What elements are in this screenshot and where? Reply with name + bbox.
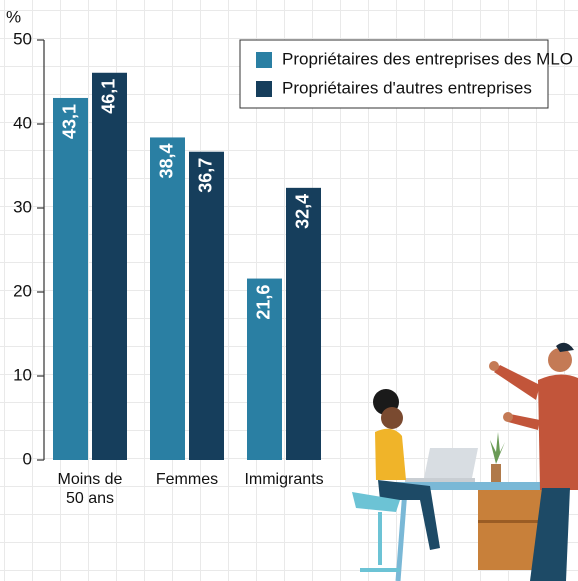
bar <box>189 152 224 460</box>
value-label: 21,6 <box>253 285 273 320</box>
value-label: 36,7 <box>195 158 215 193</box>
bar <box>92 73 127 460</box>
y-tick-label: 0 <box>23 449 32 468</box>
illustration <box>352 343 578 581</box>
y-tick-label: 50 <box>13 29 32 48</box>
legend-swatch <box>256 81 272 97</box>
value-label: 32,4 <box>292 194 312 229</box>
legend-swatch <box>256 52 272 68</box>
y-tick-label: 10 <box>13 365 32 384</box>
legend-label: Propriétaires d'autres entreprises <box>282 78 532 97</box>
value-label: 38,4 <box>156 143 176 178</box>
y-axis-label: % <box>6 7 21 26</box>
bar <box>53 98 88 460</box>
y-tick-label: 40 <box>13 113 32 132</box>
x-tick-label: Moins de 50 ans <box>54 470 126 508</box>
page: % 0 10 20 30 40 50 43,1 46,1 38,4 36,7 21,6 32,4 Pro… <box>0 0 578 581</box>
x-tick-label: Femmes <box>142 470 232 489</box>
y-tick-label: 20 <box>13 281 32 300</box>
y-tick-label: 30 <box>13 197 32 216</box>
value-label: 46,1 <box>98 79 118 114</box>
value-label: 43,1 <box>59 104 79 139</box>
x-tick-label: Immigrants <box>239 470 329 489</box>
bar <box>150 137 185 460</box>
legend-label: Propriétaires des entreprises des MLO <box>282 49 573 68</box>
